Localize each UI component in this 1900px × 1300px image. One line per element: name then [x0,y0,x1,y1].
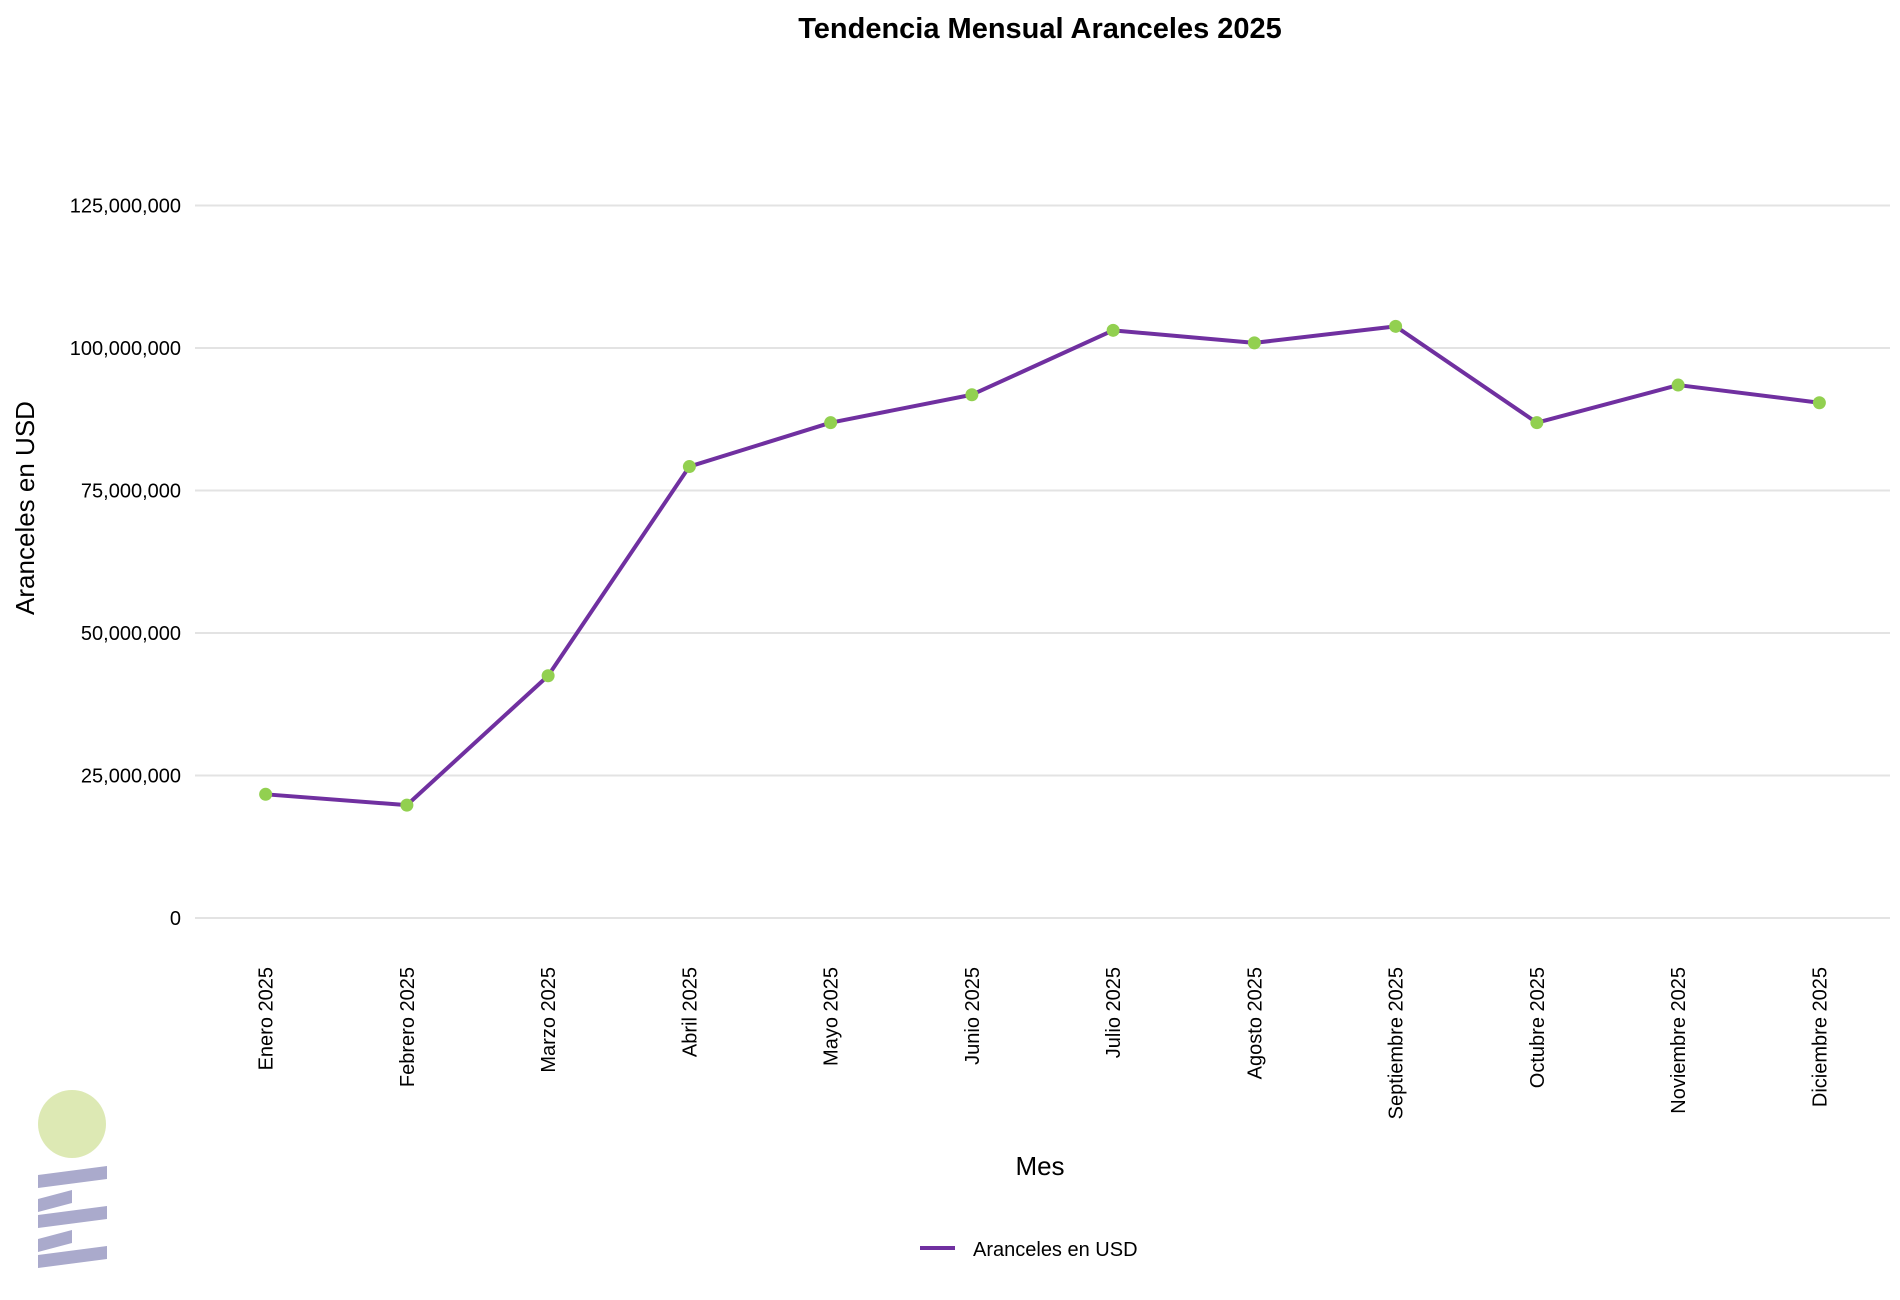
y-axis-ticks: 0 25,000,000 50,000,000 75,000,000 100,000,0… [70,196,181,931]
logo-bar [38,1166,107,1188]
y-tick-label: 75,000,000 [81,481,181,503]
x-tick-label: Mayo 2025 [821,967,843,1066]
chart-title: Tendencia Mensual Aranceles 2025 [798,13,1282,45]
data-point [1812,396,1826,410]
logo-bars [38,1166,107,1268]
y-tick-label: 25,000,000 [81,766,181,788]
data-point [1247,336,1261,350]
logo-circle [38,1090,106,1158]
data-point [541,669,555,683]
data-point [1389,319,1403,333]
y-tick-label: 125,000,000 [70,196,181,218]
data-point [1671,378,1685,392]
data-point [400,798,414,812]
logo-bar [38,1230,72,1252]
logo-bar [38,1206,107,1228]
y-tick-label: 0 [170,908,181,930]
data-point [965,388,979,402]
series-line [265,324,1820,808]
y-tick-label: 50,000,000 [81,623,181,645]
x-tick-label: Noviembre 2025 [1668,967,1690,1114]
legend-label: Aranceles en USD [973,1239,1138,1261]
y-axis-label: Aranceles en USD [10,401,40,615]
logo-bar [38,1190,72,1212]
x-tick-label: Diciembre 2025 [1809,967,1831,1107]
x-tick-label: Junio 2025 [962,967,984,1065]
series-layer [259,319,1826,812]
x-tick-label: Agosto 2025 [1244,967,1266,1079]
x-tick-label: Marzo 2025 [538,967,560,1073]
data-point [682,460,696,474]
x-tick-label: Febrero 2025 [397,967,419,1087]
x-axis-label: Mes [1015,1151,1064,1181]
x-tick-label: Septiembre 2025 [1386,967,1408,1119]
x-tick-label: Abril 2025 [679,967,701,1057]
logo [38,1090,107,1268]
data-point [1530,416,1544,430]
x-tick-label: Julio 2025 [1103,967,1125,1058]
x-tick-label: Enero 2025 [256,967,278,1070]
x-tick-label: Octubre 2025 [1527,967,1549,1088]
legend: Aranceles en USD [920,1239,1138,1261]
data-point [1106,323,1120,337]
data-point [259,787,273,801]
data-point [824,416,838,430]
logo-bar [38,1246,107,1268]
y-tick-label: 100,000,000 [70,338,181,360]
x-axis-ticks: Enero 2025 Febrero 2025 Marzo 2025 Abril 20… [256,967,1832,1119]
gridlines [195,204,1890,919]
